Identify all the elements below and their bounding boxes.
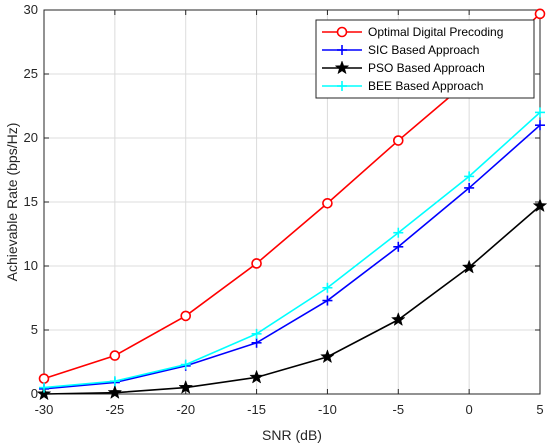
data-point [393, 241, 404, 252]
x-tick-label: -20 [176, 402, 195, 417]
x-tick-label: -15 [247, 402, 266, 417]
data-point [109, 350, 121, 361]
data-point [532, 198, 548, 213]
data-point [535, 120, 545, 131]
series-line [43, 124, 541, 390]
data-point [109, 376, 120, 387]
y-tick-label: 20 [24, 130, 38, 145]
legend-item: PSO Based Approach [322, 60, 485, 75]
x-tick-label: -10 [318, 402, 337, 417]
x-tick-label: -25 [105, 402, 124, 417]
data-point [392, 135, 404, 146]
data-point [390, 312, 406, 327]
legend-marker [334, 60, 350, 75]
data-point [251, 258, 262, 269]
legend-item: SIC Based Approach [322, 43, 479, 57]
data-point [322, 197, 333, 209]
data-point [535, 107, 545, 118]
data-point [320, 349, 335, 364]
x-tick-label: 5 [536, 402, 543, 417]
data-point [322, 295, 333, 306]
x-tick-label: 0 [466, 402, 473, 417]
legend-label: PSO Based Approach [368, 61, 485, 75]
y-tick-label: 10 [24, 258, 38, 273]
data-point [393, 227, 404, 238]
data-point [249, 369, 264, 384]
series-line [43, 111, 541, 389]
data-point [534, 8, 546, 20]
legend-marker [336, 26, 348, 38]
data-point [251, 328, 262, 339]
legend: Optimal Digital Precoding SIC Based Appro… [315, 19, 535, 99]
data-point [251, 337, 262, 348]
legend-marker [337, 45, 347, 55]
legend-label: BEE Based Approach [368, 79, 483, 93]
y-tick-label: 0 [31, 386, 38, 401]
x-tick-label: -30 [35, 402, 54, 417]
data-point [180, 310, 192, 322]
data-point [36, 386, 52, 401]
y-tick-label: 5 [31, 322, 38, 337]
data-point [180, 359, 191, 370]
legend-marker [337, 81, 347, 91]
legend-label: SIC Based Approach [368, 43, 479, 57]
legend-label: Optimal Digital Precoding [368, 25, 503, 39]
x-tick-label: -5 [393, 402, 405, 417]
x-axis-title: SNR (dB) [262, 427, 322, 443]
data-point [178, 379, 194, 394]
y-tick-label: 30 [24, 2, 38, 17]
data-point [107, 384, 123, 399]
data-point [322, 282, 333, 293]
data-point [39, 382, 49, 393]
axis-ticks: -30 -25 -20 -15 -10 -5 0 5 0 5 10 15 20 25 30 [24, 2, 544, 417]
legend-item: BEE Based Approach [322, 79, 483, 93]
legend-item: Optimal Digital Precoding [322, 25, 503, 39]
series-3 [36, 198, 548, 401]
data-point [464, 171, 475, 182]
y-tick-label: 15 [24, 194, 38, 209]
data-point [464, 182, 475, 193]
data-point [461, 259, 477, 274]
series-4 [39, 107, 545, 393]
legend-box [315, 19, 535, 99]
series-group [36, 8, 548, 401]
data-point [38, 373, 50, 384]
y-axis-title: Achievable Rate (bps/Hz) [4, 123, 20, 282]
series-line [43, 205, 541, 395]
y-tick-label: 25 [24, 66, 38, 81]
